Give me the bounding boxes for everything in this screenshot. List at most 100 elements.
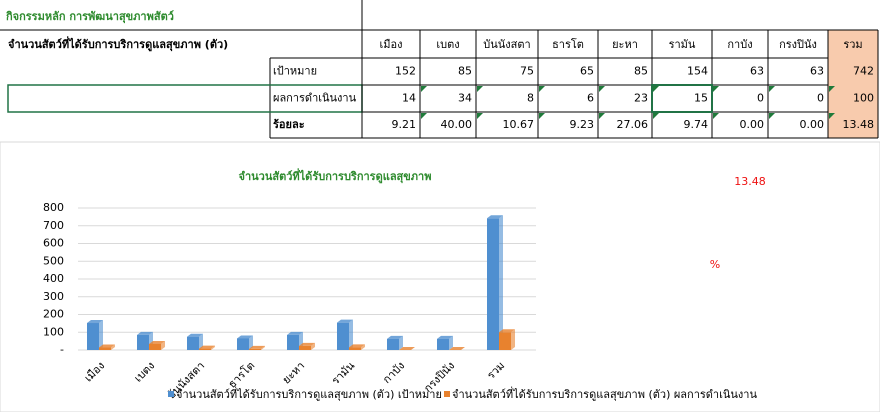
bar [199,348,211,350]
cell-flag [653,113,659,119]
bar [499,332,511,350]
bar [349,347,361,350]
cell-flag [421,86,427,92]
big-percent: % [710,258,720,271]
cell-value: 0 [757,92,764,105]
cell-flag [539,113,545,119]
column-header: บันนังสตา [483,38,530,51]
bar [487,218,499,350]
bar-top [399,347,415,350]
y-tick-label: 100 [43,325,64,338]
bar [287,334,299,350]
bar-side [199,333,203,350]
bar-side [99,320,103,350]
column-header: ยะหา [612,38,638,51]
row-label: ผลการดำเนินงาน [273,92,357,105]
cell-value: 65 [580,65,594,78]
bar-top [137,331,153,335]
bar [87,323,99,350]
table-title: กิจกรรมหลัก การพัฒนาสุขภาพสัตว์ [6,10,174,24]
bar [387,338,399,350]
bar-top [337,319,353,323]
cell-value: 0 [817,92,824,105]
bar-top [499,329,515,333]
bar-top [199,345,215,349]
bar-side [311,342,315,350]
bar-top [299,342,315,346]
cell-value: 13.48 [843,118,875,131]
selected-cell [651,84,713,113]
y-tick-label: 200 [43,308,64,321]
column-header: เบตง [436,38,459,51]
column-header: กรงปินัง [779,38,817,51]
cell-flag [477,113,483,119]
bar [337,322,349,350]
y-tick-label: 800 [43,201,64,214]
bar-side [349,319,353,350]
cell-value: 75 [520,65,534,78]
bar-side [111,344,115,350]
bar [187,336,199,350]
bar-side [399,335,403,350]
bar-side [211,345,215,350]
cell-flag [829,86,835,92]
legend-label: จำนวนสัตว์ที่ได้รับการบริการดูแลสุขภาพ (… [452,386,757,401]
bar [437,338,449,350]
chart-area [0,141,880,412]
cell-value: 152 [395,65,416,78]
column-header: ธารโต [552,37,584,51]
cell-value: 8 [527,92,534,105]
total-cell [828,30,878,138]
bar-top [249,345,265,349]
bar-top [87,320,103,324]
row-label: ร้อยละ [273,118,305,131]
big-value: 13.48 [734,175,766,188]
bar-side [361,344,365,350]
bar-top [187,333,203,337]
bar [149,343,161,350]
cell-flag [653,86,659,92]
bar-top [149,340,165,344]
cell-value: 9.23 [570,118,595,131]
legend-swatch [168,391,174,397]
bar-side [161,340,165,350]
column-header: รวม [843,38,862,51]
cell-value: 34 [458,92,472,105]
cell-value: 9.21 [392,118,417,131]
cell-value: 63 [750,65,764,78]
cell-value: 9.74 [684,118,709,131]
cell-value: 0.00 [800,118,825,131]
column-header: กาบัง [727,38,752,51]
cell-value: 14 [402,92,416,105]
cell-value: 100 [853,92,874,105]
bar [99,347,111,350]
cell-flag [599,113,605,119]
cell-flag [829,113,835,119]
cell-value: 23 [634,92,648,105]
legend-label: จำนวนสัตว์ที่ได้รับการบริการดูแลสุขภาพ (… [176,386,442,401]
bar-side [511,329,515,350]
legend-swatch [444,391,450,397]
y-tick-label: 300 [43,290,64,303]
cell-value: 40.00 [441,118,473,131]
bar-side [249,335,253,350]
cell-value: 0.00 [740,118,765,131]
bar-top [237,335,253,339]
y-tick-label: 500 [43,254,64,267]
cell-value: 85 [634,65,648,78]
bar [299,345,311,350]
bar-top [387,335,403,339]
bar-top [437,335,453,339]
cell-value: 742 [853,65,874,78]
y-tick-label: 600 [43,237,64,250]
cell-flag [713,86,719,92]
cell-flag [769,86,775,92]
bar [237,338,249,350]
chart-title: จำนวนสัตว์ที่ได้รับการบริการดูแลสุขภาพ [239,168,432,184]
bar [249,348,261,350]
cell-value: 15 [694,92,708,105]
cell-flag [539,86,545,92]
column-header: รามัน [669,38,696,51]
header-label: จำนวนสัตว์ที่ได้รับการบริการดูแลสุขภาพ (… [8,36,228,52]
